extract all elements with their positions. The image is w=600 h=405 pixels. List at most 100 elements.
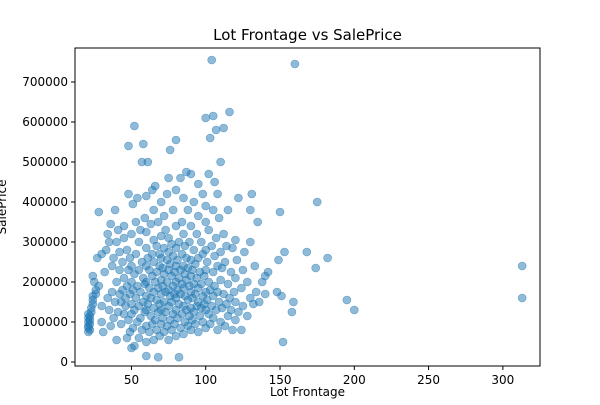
x-tick-label: 50 bbox=[124, 373, 139, 387]
data-point bbox=[213, 325, 222, 335]
data-point bbox=[278, 337, 288, 347]
data-point bbox=[134, 265, 144, 275]
data-point bbox=[198, 189, 208, 199]
data-point bbox=[142, 337, 151, 347]
data-point bbox=[153, 352, 163, 362]
data-point bbox=[140, 213, 150, 223]
data-point bbox=[201, 217, 210, 227]
data-point bbox=[194, 179, 203, 189]
data-point bbox=[254, 297, 264, 307]
x-tick-label: 200 bbox=[343, 373, 366, 387]
data-point bbox=[204, 225, 213, 235]
data-point bbox=[100, 267, 109, 277]
data-point bbox=[124, 189, 133, 199]
data-point bbox=[231, 273, 240, 283]
data-point bbox=[208, 267, 218, 277]
data-point bbox=[211, 233, 221, 243]
data-point bbox=[113, 225, 123, 235]
data-point bbox=[228, 325, 237, 335]
data-point bbox=[311, 263, 321, 273]
x-tick-label: 100 bbox=[194, 373, 217, 387]
y-tick-label: 300000 bbox=[22, 235, 68, 249]
data-point bbox=[219, 289, 228, 299]
data-point bbox=[130, 341, 139, 351]
data-point bbox=[207, 55, 216, 65]
data-point bbox=[263, 267, 273, 277]
data-point bbox=[106, 219, 115, 229]
data-point bbox=[98, 327, 108, 337]
y-tick-label: 0 bbox=[60, 355, 68, 369]
data-point bbox=[290, 59, 300, 69]
data-point bbox=[143, 157, 153, 167]
data-point bbox=[225, 107, 234, 117]
data-point bbox=[223, 279, 233, 289]
data-point bbox=[168, 205, 178, 215]
data-point bbox=[207, 241, 216, 251]
data-point bbox=[174, 352, 184, 362]
data-point bbox=[232, 255, 242, 265]
data-point bbox=[116, 319, 126, 329]
data-point bbox=[220, 321, 230, 331]
data-point bbox=[226, 267, 236, 277]
data-point bbox=[194, 327, 203, 337]
data-point bbox=[109, 253, 118, 263]
data-point bbox=[101, 245, 111, 255]
chart-title: Lot Frontage vs SalePrice bbox=[213, 26, 402, 44]
data-point bbox=[237, 325, 246, 335]
data-point bbox=[243, 277, 252, 287]
data-point bbox=[136, 287, 145, 297]
data-point bbox=[165, 145, 175, 155]
x-axis-label: Lot Frontage bbox=[270, 385, 345, 399]
data-point bbox=[219, 123, 228, 133]
data-point bbox=[110, 205, 120, 215]
data-point bbox=[171, 221, 181, 231]
data-point bbox=[128, 323, 138, 333]
data-point bbox=[142, 191, 151, 201]
data-point bbox=[323, 253, 332, 263]
data-point bbox=[156, 197, 166, 207]
data-point bbox=[208, 313, 218, 323]
data-point bbox=[97, 317, 106, 327]
data-point bbox=[145, 327, 154, 337]
data-point bbox=[238, 301, 248, 311]
data-point bbox=[194, 211, 203, 221]
data-point bbox=[210, 251, 219, 261]
data-point bbox=[312, 197, 322, 207]
data-point bbox=[189, 197, 199, 207]
data-point bbox=[115, 247, 124, 257]
data-point bbox=[133, 193, 142, 203]
data-point bbox=[246, 205, 255, 215]
data-point bbox=[201, 113, 210, 123]
data-point bbox=[238, 265, 248, 275]
data-point bbox=[174, 237, 184, 247]
data-point bbox=[97, 301, 106, 311]
data-point bbox=[109, 313, 118, 323]
data-point bbox=[164, 335, 173, 345]
y-tick-label: 500000 bbox=[22, 155, 68, 169]
data-point bbox=[179, 193, 188, 203]
data-point bbox=[107, 261, 117, 271]
data-point bbox=[119, 273, 129, 283]
data-point bbox=[134, 333, 144, 343]
data-point bbox=[231, 315, 240, 325]
data-point bbox=[208, 111, 218, 121]
y-axis: 0 100000 200000 300000 400000 500000 600000 700… bbox=[22, 75, 75, 369]
data-point bbox=[231, 235, 240, 245]
data-point bbox=[103, 293, 112, 303]
data-point bbox=[234, 193, 243, 203]
data-point bbox=[94, 207, 104, 217]
data-point bbox=[275, 207, 285, 217]
data-point bbox=[127, 261, 136, 271]
data-point bbox=[148, 249, 157, 259]
data-point bbox=[250, 261, 260, 271]
data-point bbox=[302, 247, 312, 257]
data-point bbox=[186, 221, 196, 231]
y-tick-label: 700000 bbox=[22, 75, 68, 89]
data-point bbox=[171, 185, 181, 195]
data-point bbox=[201, 245, 210, 255]
data-point bbox=[191, 319, 200, 329]
data-point bbox=[205, 133, 215, 143]
data-point bbox=[164, 173, 173, 183]
